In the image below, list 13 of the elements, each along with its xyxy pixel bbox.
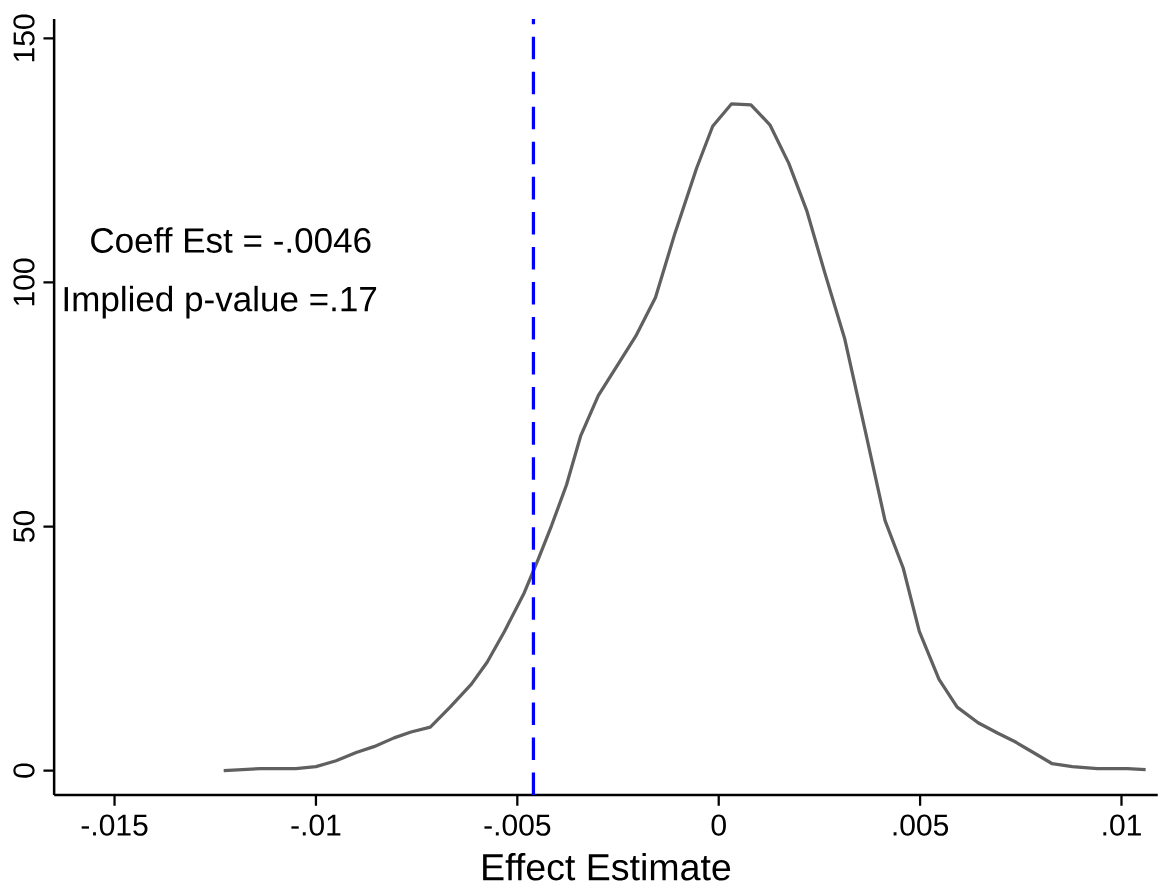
x-axis-title: Effect Estimate [483,853,731,881]
x-tick-label: -.005 [484,814,551,836]
x-tick-label: 0 [711,814,726,836]
x-tick-label: .01 [1103,814,1141,836]
x-tick-label: -.015 [81,814,148,836]
x-tick-label: -.01 [291,814,341,836]
annotation: Implied p-value =.17 [64,285,377,319]
y-tick-label: 150 [13,14,35,62]
y-tick-label: 50 [13,511,35,543]
x-tick-label: .005 [893,814,949,836]
annotation: Coeff Est = -.0046 [91,227,371,253]
y-tick-label: 100 [13,258,35,306]
y-tick-label: 0 [13,763,35,778]
